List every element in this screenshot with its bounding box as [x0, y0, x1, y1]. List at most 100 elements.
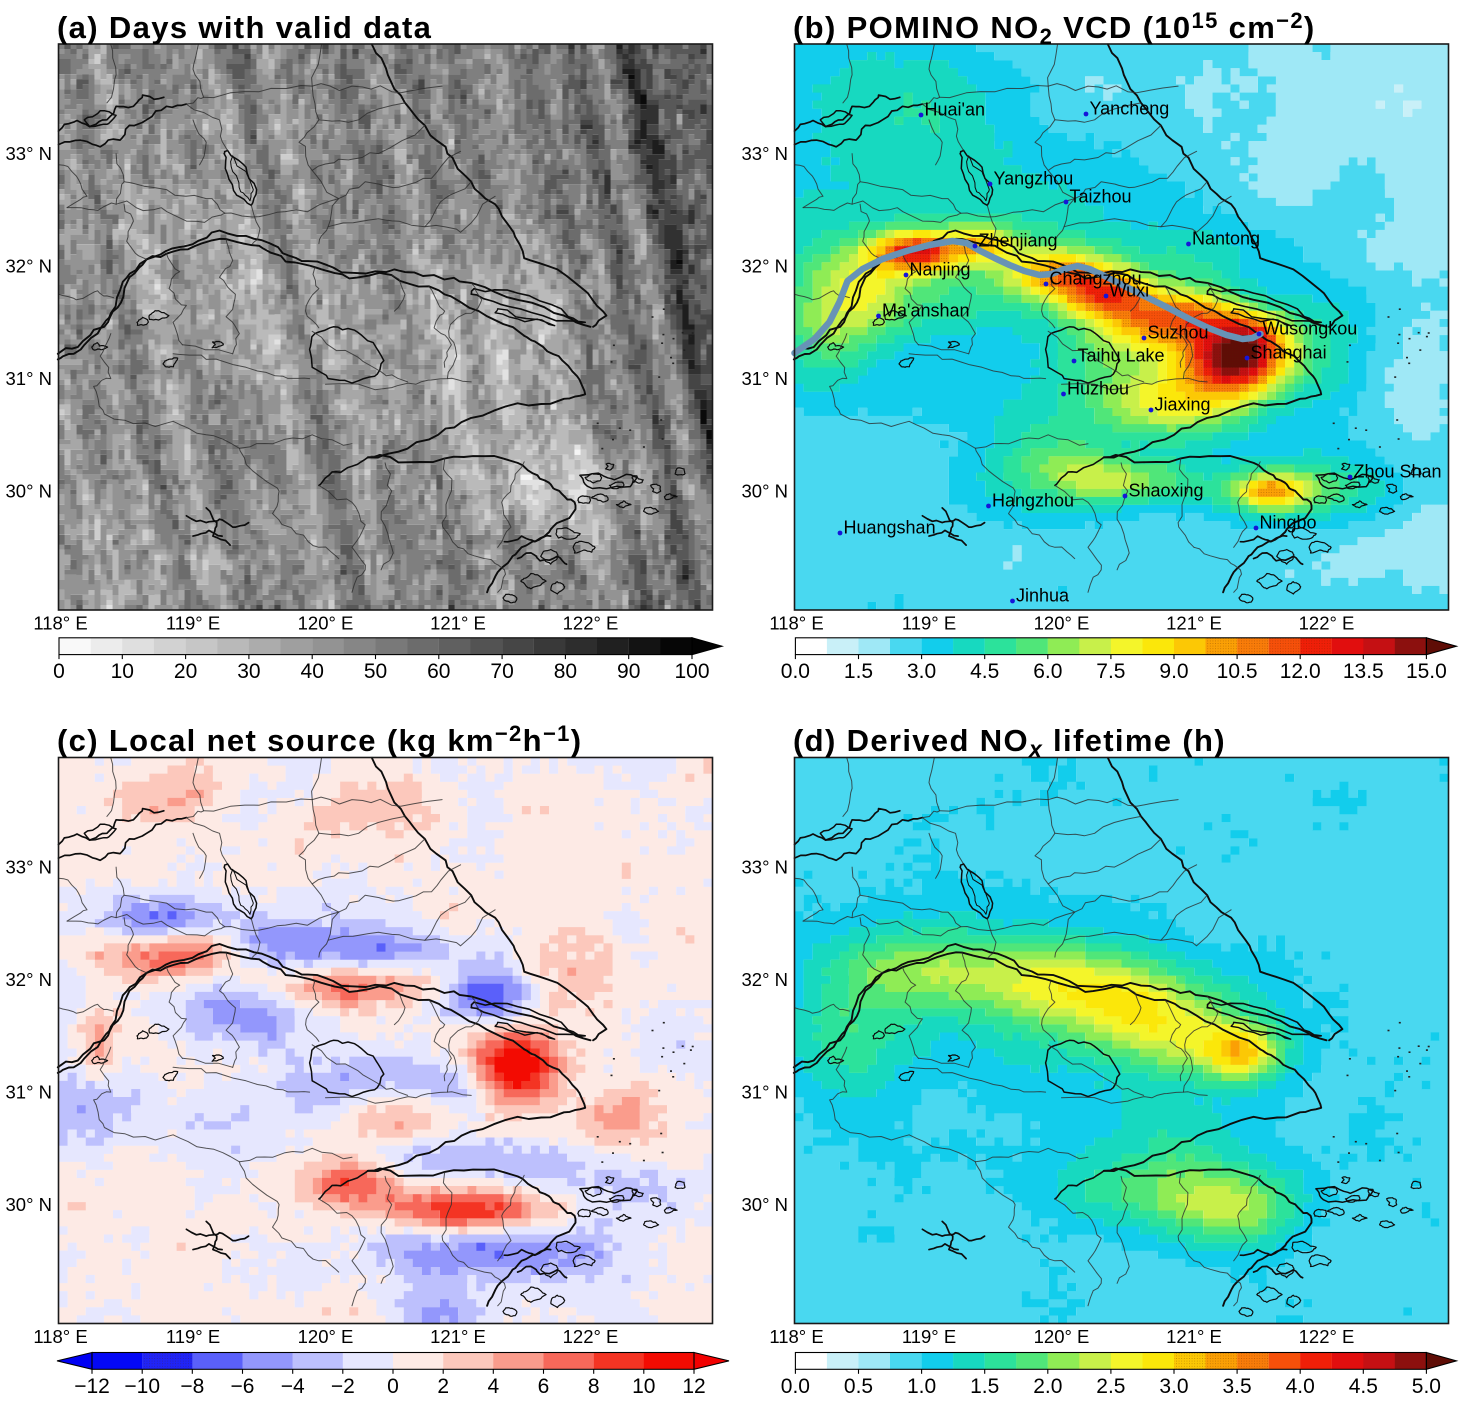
- svg-text:118° E: 118° E: [33, 613, 87, 634]
- svg-text:31° N: 31° N: [6, 368, 52, 389]
- svg-text:Wusongkou: Wusongkou: [1263, 319, 1358, 339]
- svg-text:31° N: 31° N: [742, 1082, 788, 1103]
- svg-text:121° E: 121° E: [1166, 613, 1222, 634]
- svg-text:(b) POMINO NO2 VCD (1015 cm−2): (b) POMINO NO2 VCD (1015 cm−2): [793, 8, 1316, 49]
- svg-text:12.0: 12.0: [1280, 660, 1321, 683]
- svg-text:(c) Local net source (kg km−2h: (c) Local net source (kg km−2h−1): [57, 721, 582, 758]
- svg-text:122° E: 122° E: [563, 613, 619, 634]
- svg-text:120° E: 120° E: [298, 1326, 354, 1347]
- svg-text:Wuxi: Wuxi: [1110, 281, 1150, 301]
- svg-text:0.5: 0.5: [844, 1375, 873, 1398]
- svg-text:32° N: 32° N: [742, 256, 788, 277]
- svg-text:Zhou Shan: Zhou Shan: [1354, 462, 1442, 482]
- svg-text:119° E: 119° E: [902, 1326, 956, 1347]
- svg-text:118° E: 118° E: [769, 1326, 823, 1347]
- svg-text:10: 10: [111, 660, 134, 683]
- svg-text:121° E: 121° E: [1166, 1326, 1222, 1347]
- svg-text:31° N: 31° N: [6, 1082, 52, 1103]
- svg-text:Yangzhou: Yangzhou: [994, 169, 1074, 189]
- svg-text:Ma'anshan: Ma'anshan: [882, 301, 970, 321]
- svg-text:20: 20: [174, 660, 197, 683]
- svg-text:Huai'an: Huai'an: [925, 100, 985, 120]
- svg-text:4.0: 4.0: [1286, 1375, 1315, 1398]
- svg-text:−6: −6: [231, 1375, 255, 1398]
- svg-text:2: 2: [437, 1375, 449, 1398]
- svg-text:Yancheng: Yancheng: [1090, 99, 1170, 119]
- svg-text:10.5: 10.5: [1217, 660, 1258, 683]
- svg-text:3.0: 3.0: [907, 660, 936, 683]
- svg-text:−10: −10: [124, 1375, 160, 1398]
- svg-text:15.0: 15.0: [1406, 660, 1447, 683]
- svg-text:8: 8: [588, 1375, 600, 1398]
- svg-text:31° N: 31° N: [742, 368, 788, 389]
- svg-text:70: 70: [490, 660, 513, 683]
- svg-text:−12: −12: [74, 1375, 110, 1398]
- svg-text:10: 10: [632, 1375, 655, 1398]
- svg-text:13.5: 13.5: [1343, 660, 1384, 683]
- svg-text:Jinhua: Jinhua: [1016, 586, 1070, 606]
- svg-text:6: 6: [538, 1375, 550, 1398]
- svg-text:3.0: 3.0: [1159, 1375, 1188, 1398]
- svg-text:30° N: 30° N: [6, 1194, 52, 1215]
- svg-text:12: 12: [682, 1375, 705, 1398]
- svg-text:1.5: 1.5: [970, 1375, 999, 1398]
- svg-text:Shanghai: Shanghai: [1251, 343, 1327, 363]
- svg-text:30: 30: [237, 660, 260, 683]
- svg-text:(d) Derived NOx lifetime (h): (d) Derived NOx lifetime (h): [793, 723, 1226, 762]
- svg-text:6.0: 6.0: [1033, 660, 1062, 683]
- svg-text:−4: −4: [281, 1375, 305, 1398]
- svg-text:122° E: 122° E: [1299, 1326, 1355, 1347]
- svg-text:4.5: 4.5: [970, 660, 999, 683]
- svg-text:32° N: 32° N: [742, 969, 788, 990]
- svg-text:Suzhou: Suzhou: [1148, 323, 1209, 343]
- svg-text:Hangzhou: Hangzhou: [992, 491, 1074, 511]
- svg-text:Ningbo: Ningbo: [1260, 513, 1317, 533]
- svg-text:32° N: 32° N: [6, 969, 52, 990]
- svg-text:(a) Days with valid data: (a) Days with valid data: [57, 10, 432, 45]
- svg-text:Nantong: Nantong: [1192, 229, 1260, 249]
- svg-text:120° E: 120° E: [1034, 1326, 1090, 1347]
- svg-text:Taihu Lake: Taihu Lake: [1078, 346, 1165, 366]
- svg-text:5.0: 5.0: [1412, 1375, 1441, 1398]
- svg-text:0: 0: [53, 660, 65, 683]
- svg-text:Jiaxing: Jiaxing: [1155, 395, 1211, 415]
- svg-text:121° E: 121° E: [430, 1326, 486, 1347]
- svg-text:Taizhou: Taizhou: [1070, 187, 1132, 207]
- svg-text:33° N: 33° N: [6, 857, 52, 878]
- svg-text:−8: −8: [180, 1375, 204, 1398]
- svg-text:−2: −2: [331, 1375, 355, 1398]
- svg-text:1.0: 1.0: [907, 1375, 936, 1398]
- svg-text:80: 80: [554, 660, 577, 683]
- svg-text:9.0: 9.0: [1159, 660, 1188, 683]
- svg-text:2.0: 2.0: [1033, 1375, 1062, 1398]
- svg-text:30° N: 30° N: [742, 1194, 788, 1215]
- svg-text:119° E: 119° E: [166, 1326, 220, 1347]
- svg-text:90: 90: [617, 660, 640, 683]
- svg-text:Zhenjiang: Zhenjiang: [979, 231, 1058, 251]
- svg-text:119° E: 119° E: [902, 613, 956, 634]
- svg-text:Huangshan: Huangshan: [844, 518, 936, 538]
- svg-text:7.5: 7.5: [1096, 660, 1125, 683]
- svg-text:60: 60: [427, 660, 450, 683]
- svg-text:118° E: 118° E: [33, 1326, 87, 1347]
- svg-text:3.5: 3.5: [1222, 1375, 1251, 1398]
- svg-text:2.5: 2.5: [1096, 1375, 1125, 1398]
- svg-text:30° N: 30° N: [6, 481, 52, 502]
- svg-text:1.5: 1.5: [844, 660, 873, 683]
- svg-text:122° E: 122° E: [563, 1326, 619, 1347]
- svg-text:4: 4: [487, 1375, 499, 1398]
- svg-text:33° N: 33° N: [742, 857, 788, 878]
- svg-text:40: 40: [301, 660, 324, 683]
- svg-text:0.0: 0.0: [781, 660, 810, 683]
- svg-text:0: 0: [387, 1375, 399, 1398]
- svg-text:100: 100: [674, 660, 709, 683]
- svg-text:30° N: 30° N: [742, 481, 788, 502]
- svg-text:Nanjing: Nanjing: [910, 260, 971, 280]
- svg-text:Shaoxing: Shaoxing: [1129, 481, 1204, 501]
- svg-text:118° E: 118° E: [769, 613, 823, 634]
- svg-text:120° E: 120° E: [1034, 613, 1090, 634]
- svg-text:33° N: 33° N: [6, 143, 52, 164]
- svg-text:50: 50: [364, 660, 387, 683]
- svg-text:4.5: 4.5: [1349, 1375, 1378, 1398]
- svg-text:119° E: 119° E: [166, 613, 220, 634]
